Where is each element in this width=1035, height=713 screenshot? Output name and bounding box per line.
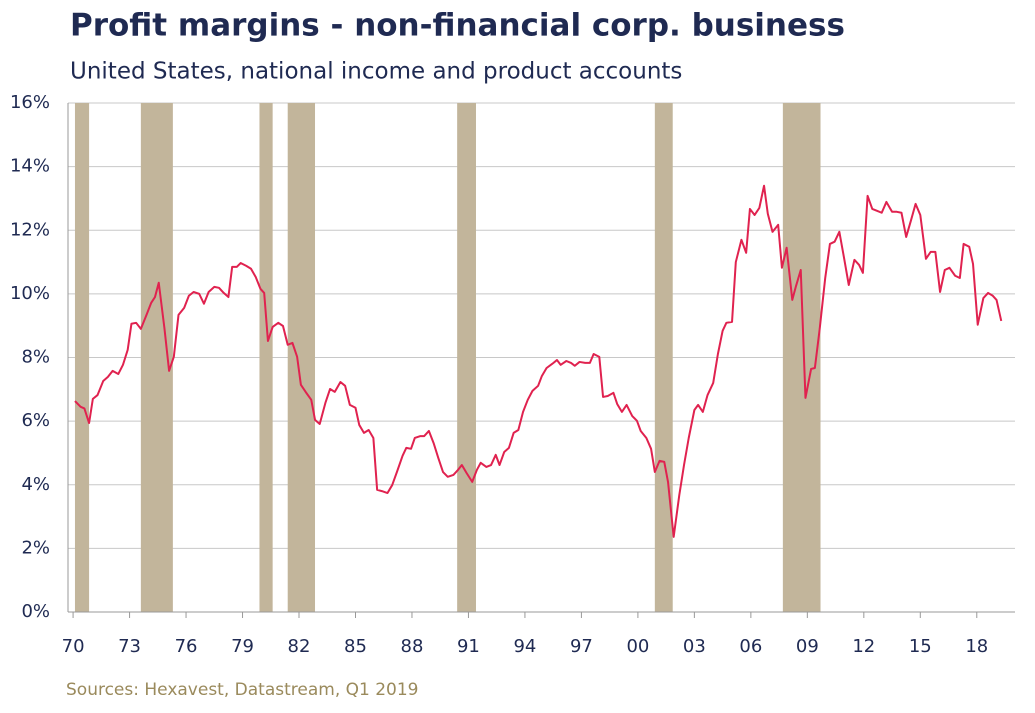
chart-title: Profit margins - non-financial corp. bus… — [70, 8, 845, 44]
source-note: Sources: Hexavest, Datastream, Q1 2019 — [66, 680, 418, 700]
x-tick-label: 85 — [344, 636, 367, 657]
x-tick-label: 06 — [739, 636, 762, 657]
x-tick-label: 12 — [852, 636, 875, 657]
recession-band — [457, 103, 476, 612]
y-tick-label: 8% — [21, 347, 50, 368]
x-tick-label: 03 — [683, 636, 706, 657]
y-tick-label: 10% — [10, 283, 50, 304]
x-tick-label: 79 — [231, 636, 254, 657]
recession-band — [654, 103, 673, 612]
x-tick-label: 82 — [288, 636, 311, 657]
profit-margin-line — [74, 184, 1003, 538]
x-tick-label: 88 — [401, 636, 424, 657]
y-tick-label: 2% — [21, 537, 50, 558]
y-tick-label: 6% — [21, 410, 50, 431]
y-tick-label: 16% — [10, 92, 50, 113]
x-tick-label: 97 — [570, 636, 593, 657]
recession-band — [782, 103, 821, 612]
x-tick-label: 91 — [457, 636, 480, 657]
x-tick-label: 70 — [62, 636, 85, 657]
x-tick-label: 73 — [118, 636, 141, 657]
x-tick-label: 18 — [965, 636, 988, 657]
y-tick-label: 4% — [21, 474, 50, 495]
recession-band — [287, 103, 316, 612]
y-tick-label: 12% — [10, 219, 50, 240]
x-tick-label: 76 — [175, 636, 198, 657]
chart-subtitle: United States, national income and produ… — [70, 59, 682, 85]
x-tick-label: 00 — [626, 636, 649, 657]
x-tick-label: 15 — [909, 636, 932, 657]
x-tick-label: 94 — [513, 636, 536, 657]
y-tick-label: 0% — [21, 601, 50, 622]
recession-band — [259, 103, 273, 612]
y-tick-label: 14% — [10, 156, 50, 177]
recession-band — [74, 103, 90, 612]
x-tick-label: 09 — [796, 636, 819, 657]
